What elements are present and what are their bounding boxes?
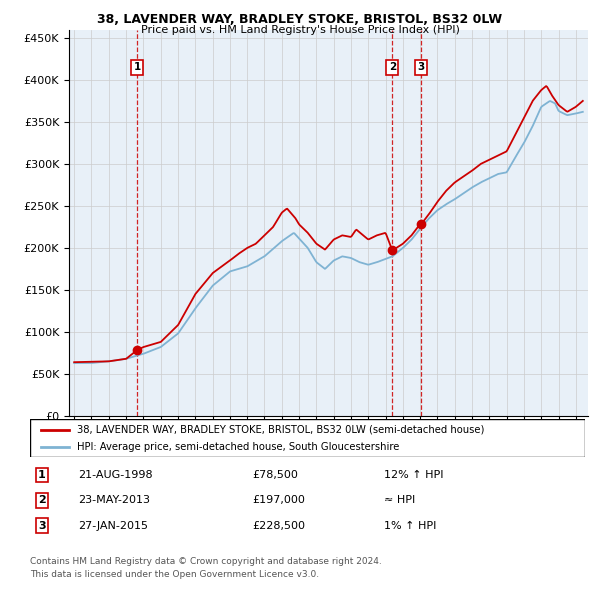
Text: 23-MAY-2013: 23-MAY-2013 [78, 496, 150, 505]
Text: £197,000: £197,000 [252, 496, 305, 505]
Text: 21-AUG-1998: 21-AUG-1998 [78, 470, 152, 480]
Text: 2: 2 [38, 496, 46, 505]
Text: 38, LAVENDER WAY, BRADLEY STOKE, BRISTOL, BS32 0LW: 38, LAVENDER WAY, BRADLEY STOKE, BRISTOL… [97, 13, 503, 26]
Text: 27-JAN-2015: 27-JAN-2015 [78, 521, 148, 530]
Text: 2: 2 [389, 63, 396, 73]
Text: £78,500: £78,500 [252, 470, 298, 480]
Text: 1: 1 [134, 63, 141, 73]
Text: 12% ↑ HPI: 12% ↑ HPI [384, 470, 443, 480]
Text: This data is licensed under the Open Government Licence v3.0.: This data is licensed under the Open Gov… [30, 571, 319, 579]
Text: 3: 3 [418, 63, 425, 73]
Text: 3: 3 [38, 521, 46, 530]
Text: HPI: Average price, semi-detached house, South Gloucestershire: HPI: Average price, semi-detached house,… [77, 441, 400, 451]
Text: Contains HM Land Registry data © Crown copyright and database right 2024.: Contains HM Land Registry data © Crown c… [30, 558, 382, 566]
Text: ≈ HPI: ≈ HPI [384, 496, 415, 505]
Text: 1: 1 [38, 470, 46, 480]
Text: 38, LAVENDER WAY, BRADLEY STOKE, BRISTOL, BS32 0LW (semi-detached house): 38, LAVENDER WAY, BRADLEY STOKE, BRISTOL… [77, 425, 485, 435]
FancyBboxPatch shape [30, 419, 585, 457]
Text: 1% ↑ HPI: 1% ↑ HPI [384, 521, 436, 530]
Text: Price paid vs. HM Land Registry's House Price Index (HPI): Price paid vs. HM Land Registry's House … [140, 25, 460, 35]
Text: £228,500: £228,500 [252, 521, 305, 530]
